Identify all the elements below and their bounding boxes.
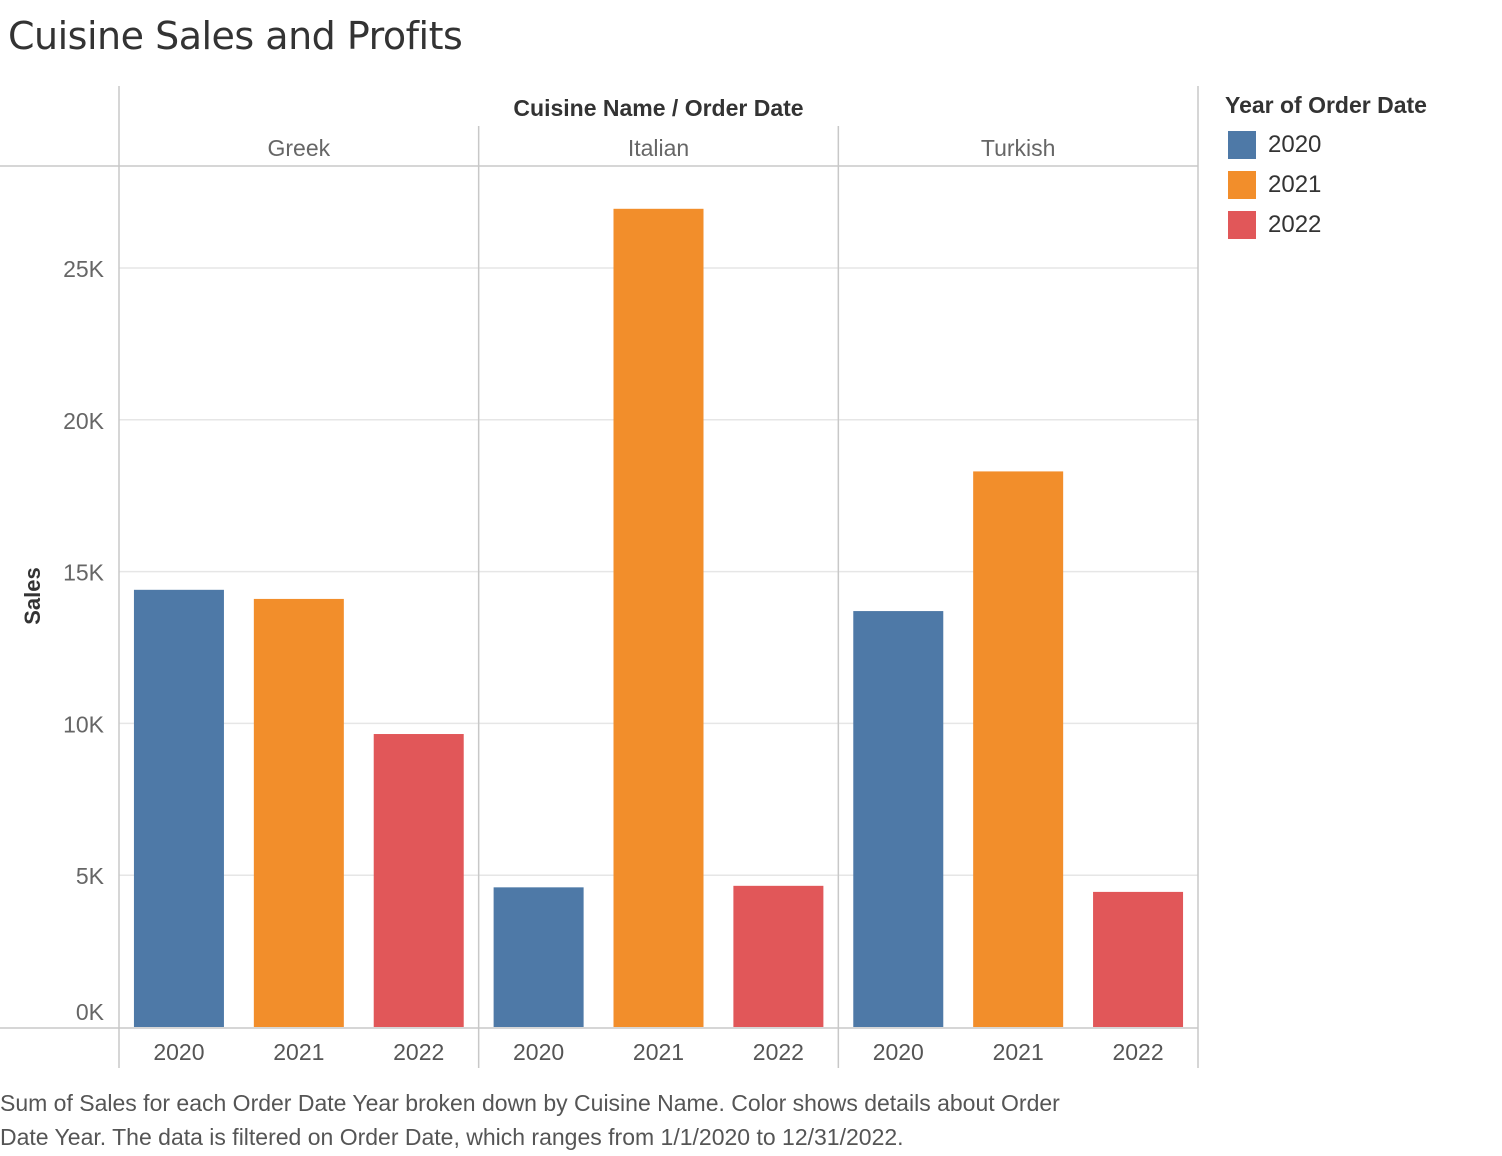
x-tick-label: 2022: [1112, 1039, 1163, 1065]
y-tick-label: 0K: [76, 999, 105, 1025]
bar-greek-2022: [373, 734, 464, 1027]
legend-title: Year of Order Date: [1225, 92, 1427, 118]
bar-greek-2020: [133, 589, 224, 1027]
x-tick-label: 2022: [753, 1039, 804, 1065]
caption-line-2: Date Year. The data is filtered on Order…: [0, 1124, 904, 1150]
y-tick-label: 15K: [63, 560, 105, 586]
legend-label: 2022: [1268, 211, 1322, 238]
legend-label: 2020: [1268, 131, 1322, 158]
bar-greek-2021: [253, 598, 344, 1027]
chart-caption: Sum of Sales for each Order Date Year br…: [0, 1086, 1200, 1154]
legend-item-2022[interactable]: 2022: [1225, 205, 1427, 245]
bar-turkish-2020: [853, 611, 944, 1027]
y-tick-label: 10K: [63, 711, 105, 737]
panel-label-italian: Italian: [628, 135, 689, 161]
chart-title: Cuisine Sales and Profits: [8, 14, 463, 58]
bar-italian-2020: [493, 887, 584, 1027]
legend-item-2020[interactable]: 2020: [1225, 125, 1427, 165]
bar-turkish-2022: [1093, 891, 1184, 1027]
x-tick-label: 2022: [393, 1039, 444, 1065]
panel-label-turkish: Turkish: [981, 135, 1056, 161]
x-tick-label: 2021: [633, 1039, 684, 1065]
bar-italian-2021: [613, 208, 704, 1028]
bar-italian-2022: [733, 885, 824, 1027]
column-header: Cuisine Name / Order Date: [513, 95, 803, 121]
legend-item-2021[interactable]: 2021: [1225, 165, 1427, 205]
x-tick-label: 2021: [273, 1039, 324, 1065]
panel-label-greek: Greek: [268, 135, 331, 161]
x-tick-label: 2021: [993, 1039, 1044, 1065]
bar-turkish-2021: [973, 471, 1064, 1027]
y-tick-label: 5K: [76, 863, 105, 889]
x-tick-label: 2020: [513, 1039, 564, 1065]
legend: Year of Order Date 2020 2021 2022: [1225, 92, 1427, 245]
y-axis-title: Sales: [20, 567, 45, 625]
caption-line-1: Sum of Sales for each Order Date Year br…: [0, 1090, 1060, 1116]
x-tick-label: 2020: [153, 1039, 204, 1065]
x-tick-label: 2020: [873, 1039, 924, 1065]
legend-label: 2021: [1268, 171, 1322, 198]
legend-swatch: [1228, 131, 1256, 159]
legend-swatch: [1228, 211, 1256, 239]
legend-swatch: [1228, 171, 1256, 199]
y-tick-label: 25K: [63, 256, 105, 282]
y-tick-label: 20K: [63, 408, 105, 434]
